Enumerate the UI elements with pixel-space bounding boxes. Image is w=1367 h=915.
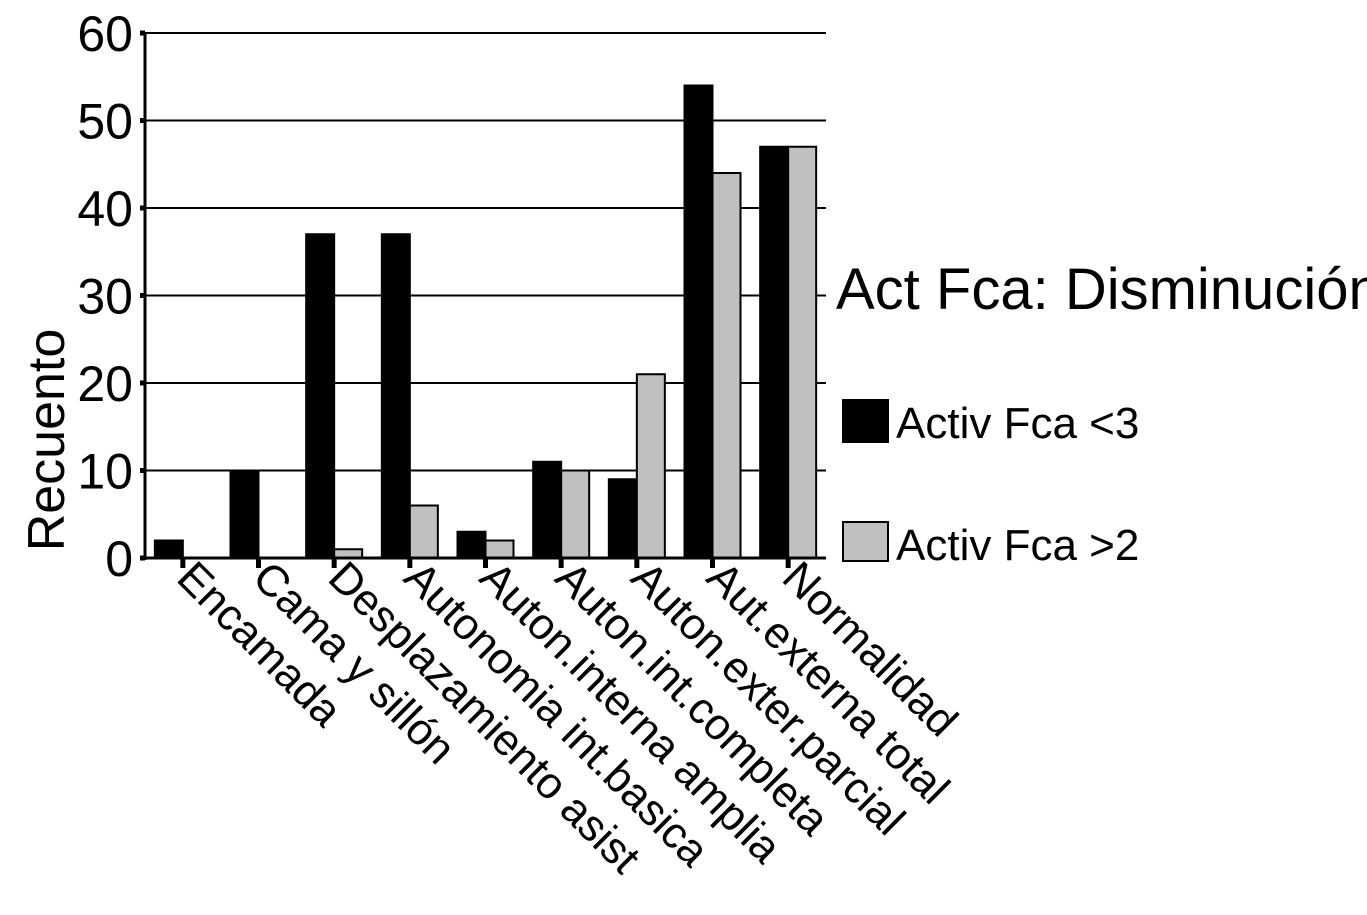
legend-label-series-1: Activ Fca <3 (896, 399, 1139, 448)
bar-series-2 (787, 145, 818, 559)
y-tick-label: 20 (77, 356, 133, 412)
bar-series-1 (305, 233, 336, 559)
bar-series-1 (229, 469, 260, 559)
y-tick-label: 40 (77, 181, 133, 237)
bar-series-1 (532, 460, 563, 559)
bar-series-1 (380, 233, 411, 559)
legend-swatch-series-2 (842, 521, 889, 562)
bar-series-2 (560, 469, 591, 559)
bar-series-2 (408, 504, 439, 559)
bars (153, 84, 818, 559)
bar-series-1 (759, 145, 790, 559)
bar-series-2 (711, 172, 742, 559)
legend-title: Act Fca: Disminución (836, 257, 1367, 322)
legend-label-series-2: Activ Fca >2 (896, 521, 1139, 570)
y-tick-label: 60 (77, 6, 133, 62)
bar-series-1 (456, 530, 487, 559)
bar-series-1 (683, 84, 714, 559)
bar-series-1 (607, 478, 638, 559)
y-axis-title: Recuento (18, 329, 76, 552)
axes (140, 30, 826, 568)
y-tick-label: 30 (77, 269, 133, 325)
bar-series-1 (153, 539, 184, 559)
y-tick-label: 50 (77, 94, 133, 150)
y-tick-label: 10 (77, 444, 133, 500)
legend-swatch-series-1 (842, 399, 889, 443)
bar-series-2 (635, 373, 666, 559)
y-tick-label: 0 (105, 531, 133, 587)
